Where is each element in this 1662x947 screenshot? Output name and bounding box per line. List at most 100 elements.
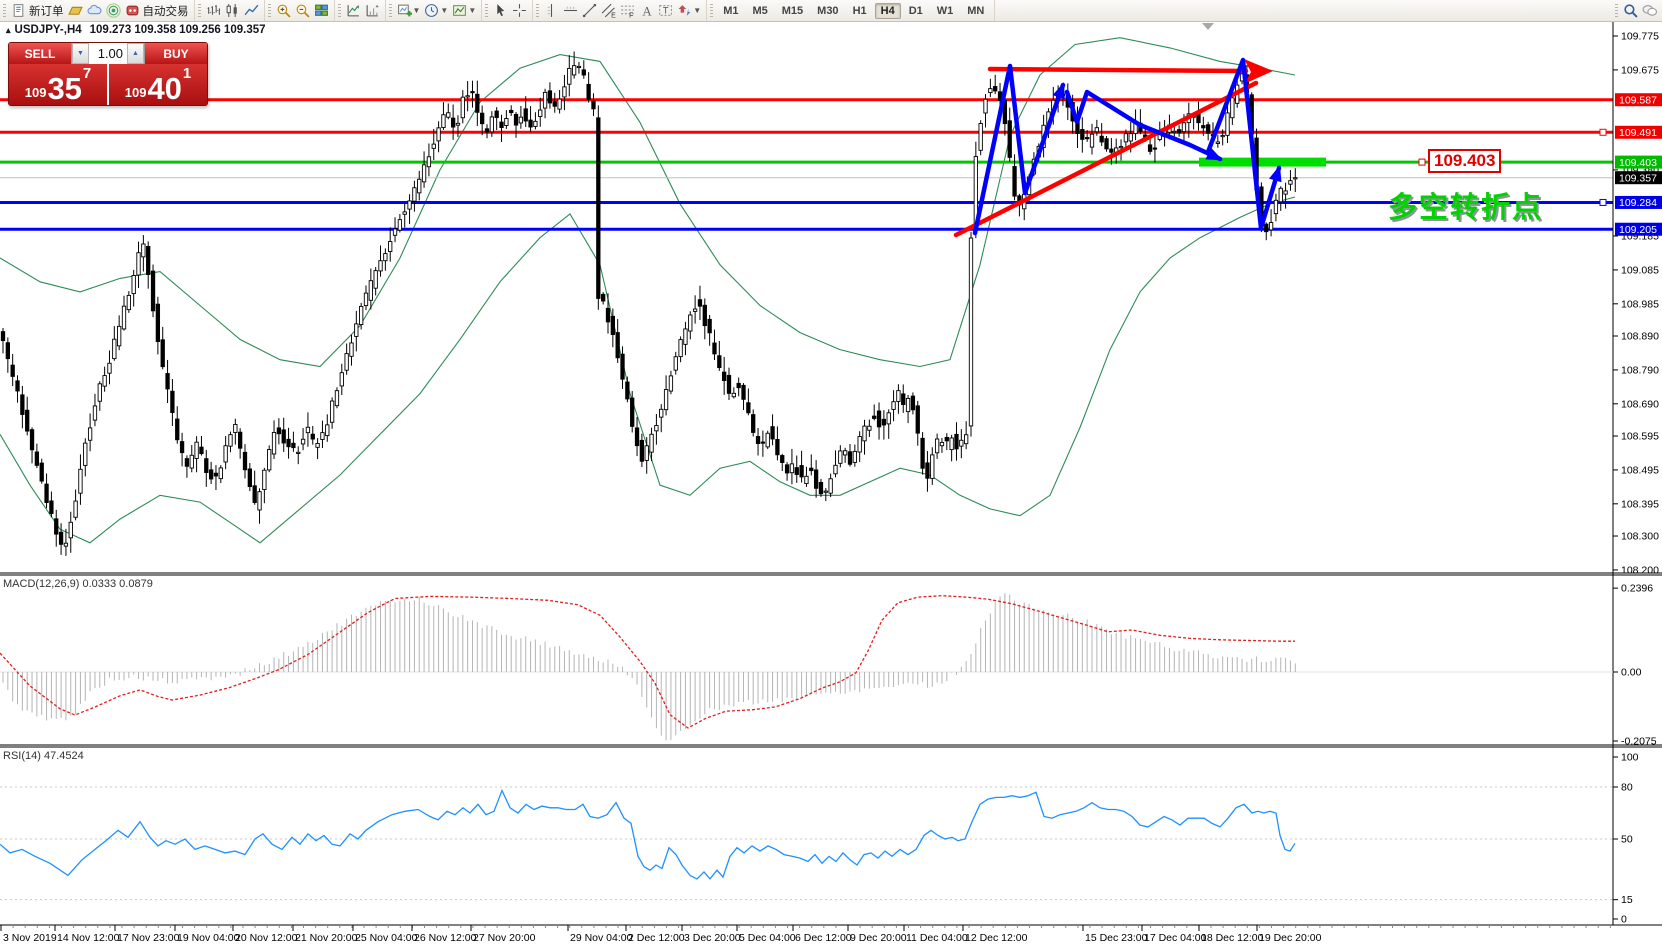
tf-h1[interactable]: H1 (852, 4, 867, 17)
search-icon (1623, 3, 1638, 18)
arrows-tool[interactable]: ▼ (675, 2, 703, 20)
signals-button[interactable] (104, 2, 123, 20)
auto-scroll-button[interactable] (344, 2, 363, 20)
tf-d1[interactable]: D1 (908, 4, 923, 17)
time-axis-label: 26 Nov 12:00 (414, 932, 477, 944)
hline-tool[interactable] (561, 2, 580, 20)
buy-price-big: 40 (147, 71, 182, 106)
zoom-out-icon (295, 3, 310, 18)
label-tool[interactable]: T (656, 2, 675, 20)
buy-price-prefix: 109 (124, 85, 147, 100)
rsi-label: RSI(14) 47.4524 (3, 750, 84, 762)
volume-increase-button[interactable]: ▲ (127, 43, 144, 64)
sell-button[interactable]: SELL (9, 43, 71, 64)
fibonacci-icon: F (620, 3, 635, 18)
tf-mn[interactable]: MN (967, 4, 985, 17)
chevron-down-icon[interactable]: ▼ (693, 6, 702, 15)
cursor-tool[interactable] (491, 2, 510, 20)
new-order-button[interactable]: 新订单 (9, 2, 66, 20)
autotrading-button-label: 自动交易 (142, 5, 189, 18)
chevron-down-icon[interactable]: ▼ (412, 6, 421, 15)
price-axis-tick: 108.395 (1621, 498, 1659, 510)
rsi-axis-tick: 15 (1621, 894, 1633, 906)
search-button[interactable] (1621, 2, 1640, 20)
volume-decrease-button[interactable]: ▼ (72, 43, 89, 64)
time-axis-label: 9 Dec 20:00 (850, 932, 907, 944)
blue-zigzag-1[interactable] (972, 63, 1066, 236)
level-label-box (1615, 93, 1662, 107)
sell-price-big: 35 (47, 71, 82, 106)
label-icon: T (658, 3, 673, 18)
bars-chart-button[interactable] (204, 2, 223, 20)
buy-button[interactable]: BUY (145, 43, 207, 64)
time-axis-label: 6 Dec 12:00 (795, 932, 852, 944)
tf-h4[interactable]: H4 (874, 2, 901, 19)
cursor-icon (493, 3, 508, 18)
crosshair-tool[interactable] (510, 2, 529, 20)
symbol-ohlc-values: 109.273 109.358 109.256 109.357 (89, 24, 266, 36)
svg-text:E: E (611, 12, 616, 18)
rising-trendline[interactable] (953, 80, 1259, 238)
blue-zigzag-2[interactable] (1064, 89, 1223, 162)
community-button[interactable] (85, 2, 104, 20)
rsi-axis-tick: 100 (1621, 752, 1639, 764)
time-axis-label: 21 Nov 20:00 (295, 932, 358, 944)
tf-w1[interactable]: W1 (936, 4, 954, 17)
level-label: 109.205 (1619, 224, 1657, 236)
line-chart-icon (244, 3, 259, 18)
gold-card-icon (67, 3, 83, 18)
volume-input[interactable]: 1.00 (89, 43, 127, 64)
vline-tool[interactable] (542, 2, 561, 20)
text-tool[interactable]: A (637, 2, 656, 20)
chart-snapshot-button[interactable] (66, 2, 85, 20)
tf-m5[interactable]: M5 (752, 4, 768, 17)
tf-m30[interactable]: M30 (817, 4, 839, 17)
chevron-down-icon[interactable]: ▼ (468, 6, 477, 15)
zoom-in-button[interactable] (274, 2, 293, 20)
fibonacci-tool[interactable]: F (618, 2, 637, 20)
line-marker[interactable] (1599, 128, 1607, 136)
zoom-out-button[interactable] (293, 2, 312, 20)
signals-icon (105, 3, 121, 18)
candles-chart-button[interactable] (223, 2, 242, 20)
chart-shift-icon (365, 3, 380, 18)
sell-price-button[interactable]: 109 35 7 (9, 64, 107, 105)
chat-button[interactable] (1640, 2, 1659, 20)
highlight-zone[interactable] (1199, 157, 1326, 167)
indicators-button[interactable]: ▼ (395, 2, 423, 20)
blue-zigzag-3[interactable] (1205, 57, 1282, 231)
buy-price-button[interactable]: 109 40 1 (109, 64, 207, 105)
line-marker[interactable] (1599, 198, 1607, 206)
trendline-tool[interactable] (580, 2, 599, 20)
volume-stepper: ▼ 1.00 ▲ (71, 43, 145, 64)
tf-m15[interactable]: M15 (781, 4, 804, 17)
resistance-arrow-line[interactable] (987, 66, 1249, 74)
symbol-name: USDJPY-,H4 (14, 24, 82, 36)
time-axis-label: 3 Dec 20:00 (684, 932, 741, 944)
zoom-in-icon (276, 3, 291, 18)
line-chart-button[interactable] (242, 2, 261, 20)
chart-shift-button[interactable] (363, 2, 382, 20)
chevron-down-icon[interactable]: ▼ (440, 6, 449, 15)
price-axis-tick: 108.200 (1621, 564, 1659, 576)
channel-tool[interactable]: E (599, 2, 618, 20)
autotrading-button[interactable]: 自动交易 (123, 2, 191, 20)
periods-button[interactable]: ▼ (422, 2, 450, 20)
level-label-box (1615, 222, 1662, 236)
time-axis-label: 11 Dec 04:00 (906, 932, 968, 944)
price-level-tag[interactable]: 109.403 (1428, 149, 1502, 173)
collapse-icon[interactable]: ▴ (6, 25, 11, 35)
tile-windows-button[interactable] (312, 2, 331, 20)
tf-m1[interactable]: M1 (723, 4, 739, 17)
time-axis-label: 15 Dec 23:00 (1085, 932, 1148, 944)
level-label: 109.587 (1619, 95, 1657, 107)
toolbar-group-scroll (335, 0, 386, 21)
bars-chart-icon (206, 3, 221, 18)
sell-price-sup: 7 (82, 65, 92, 82)
price-axis-tick: 108.690 (1621, 398, 1659, 410)
templates-button[interactable]: ▼ (450, 2, 478, 20)
scroll-marker-icon[interactable] (1202, 23, 1214, 30)
price-axis-tick: 108.790 (1621, 364, 1659, 376)
time-axis-label: 18 Dec 12:00 (1201, 932, 1264, 944)
